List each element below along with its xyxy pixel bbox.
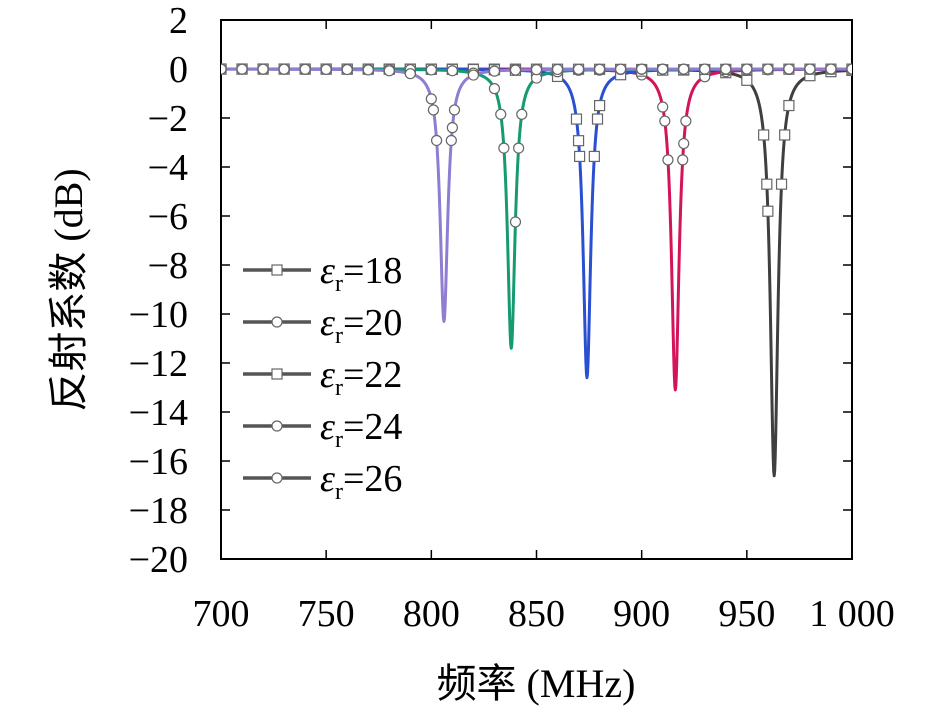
legend-marker: [271, 420, 283, 432]
data-marker: [615, 63, 627, 75]
y-tick-label: −14: [129, 392, 188, 434]
data-marker: [741, 74, 753, 86]
x-tick-label: 850: [508, 593, 565, 635]
x-tick-label: 900: [613, 593, 670, 635]
data-marker: [783, 99, 795, 112]
data-marker: [425, 64, 437, 76]
data-marker: [427, 104, 440, 116]
data-marker: [783, 63, 795, 75]
data-marker: [572, 63, 585, 75]
legend-label: εr=24: [320, 406, 402, 453]
legend-label: εr=26: [320, 458, 402, 505]
data-marker: [846, 63, 852, 75]
data-marker: [488, 83, 501, 95]
data-marker: [570, 113, 583, 125]
x-tick-label: 950: [718, 593, 775, 635]
data-marker: [341, 63, 353, 76]
data-marker: [516, 108, 528, 120]
data-marker: [467, 69, 479, 81]
data-marker: [762, 205, 774, 217]
legend-marker: [271, 316, 283, 328]
y-tick-label: −10: [129, 294, 188, 336]
data-marker: [495, 108, 507, 120]
y-axis-label: 反射系数 (dB): [46, 168, 91, 411]
data-marker: [720, 63, 732, 75]
data-marker: [677, 154, 689, 166]
data-marker: [320, 63, 332, 75]
data-marker: [775, 178, 788, 190]
data-marker: [278, 63, 290, 75]
data-marker: [741, 63, 753, 75]
data-marker: [659, 115, 671, 127]
data-marker: [574, 150, 586, 163]
data-marker: [593, 63, 606, 75]
data-marker: [513, 142, 525, 154]
legend-marker: [271, 264, 283, 276]
data-marker: [236, 63, 248, 75]
x-tick-label: 700: [193, 593, 250, 635]
data-marker: [758, 129, 770, 141]
data-marker: [636, 63, 648, 75]
data-marker: [761, 178, 773, 190]
data-marker: [572, 135, 585, 147]
data-marker: [430, 134, 443, 147]
data-marker: [299, 63, 311, 75]
y-tick-label: 2: [169, 0, 188, 42]
data-marker: [762, 63, 774, 75]
y-tick-label: −20: [129, 539, 188, 581]
data-marker: [221, 63, 227, 75]
y-tick-label: −16: [129, 441, 188, 483]
data-marker: [509, 64, 522, 76]
y-tick-label: −6: [148, 196, 188, 238]
legend-label: εr=20: [320, 302, 402, 349]
data-marker: [678, 63, 690, 75]
legend-label: εr=22: [320, 354, 402, 401]
data-marker: [425, 93, 437, 105]
data-marker: [488, 65, 501, 77]
data-marker: [448, 104, 461, 116]
data-marker: [383, 65, 395, 77]
data-marker: [588, 150, 600, 163]
data-marker: [657, 101, 669, 113]
x-axis-label: 频率 (MHz): [437, 661, 636, 706]
x-tick-label: 800: [403, 593, 460, 635]
legend-marker: [271, 368, 283, 380]
data-marker: [678, 137, 690, 150]
legend-marker: [271, 472, 283, 484]
data-marker: [657, 63, 669, 75]
x-tick-label: 750: [298, 593, 355, 635]
data-marker: [593, 99, 606, 112]
data-marker: [498, 142, 510, 154]
data-marker: [825, 63, 837, 75]
y-tick-label: −18: [129, 490, 188, 532]
y-tick-label: 0: [169, 49, 188, 91]
data-marker: [551, 63, 564, 76]
legend-label: εr=18: [320, 250, 402, 297]
data-marker: [591, 113, 604, 125]
data-marker: [804, 63, 816, 75]
x-tick-label: 1 000: [809, 593, 895, 635]
data-marker: [779, 129, 791, 141]
y-tick-label: −8: [148, 245, 188, 287]
y-tick-label: −12: [129, 343, 188, 385]
plot-area: [220, 19, 853, 560]
data-marker: [680, 115, 692, 127]
data-marker: [446, 65, 458, 77]
data-marker: [509, 216, 522, 228]
axis-ticks: 700 750 800 850 900 950 1 000 2 0 −2 −4 −6 −8 −10 −12 −…: [129, 0, 895, 635]
data-marker: [446, 122, 458, 134]
data-marker: [445, 134, 457, 147]
data-marker: [362, 64, 374, 76]
data-marker: [699, 63, 711, 75]
data-marker: [257, 63, 269, 75]
y-tick-label: −2: [148, 98, 188, 140]
data-marker: [404, 68, 416, 80]
data-marker: [530, 64, 543, 76]
data-marker: [662, 154, 674, 166]
legend: εr=18 εr=20 εr=22 εr=24 εr=26: [243, 250, 402, 505]
series-markers: [221, 63, 852, 228]
y-tick-label: −4: [148, 147, 188, 189]
